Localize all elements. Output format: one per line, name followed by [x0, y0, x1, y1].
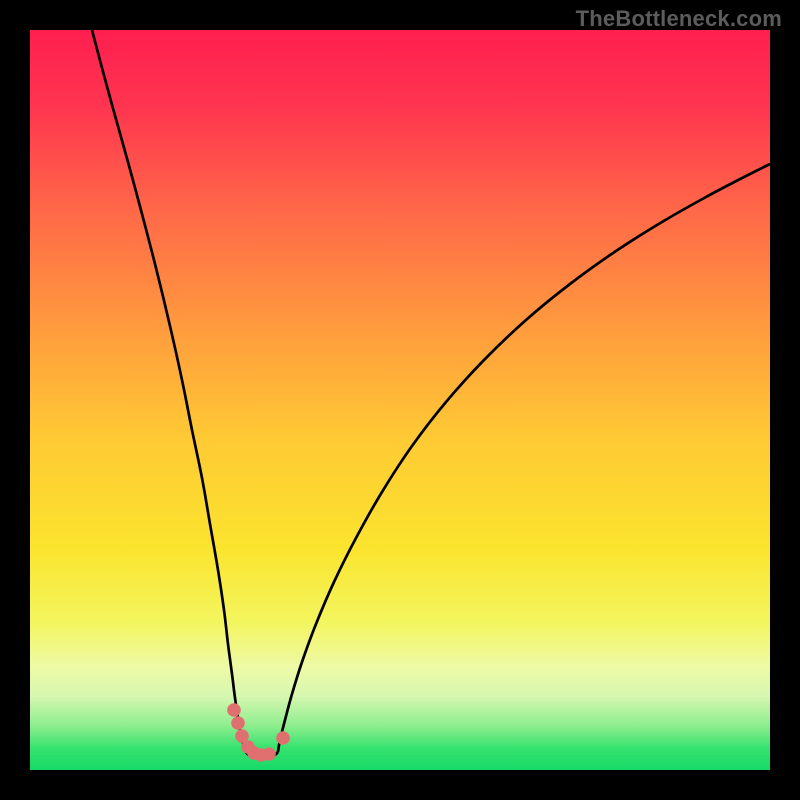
- trough-marker: [262, 747, 276, 761]
- trough-marker: [231, 716, 245, 730]
- chart-svg: [30, 30, 770, 770]
- trough-marker: [227, 703, 241, 717]
- watermark-text: TheBottleneck.com: [576, 6, 782, 32]
- plot-area: [30, 30, 770, 770]
- curve-left: [92, 30, 246, 752]
- trough-marker: [276, 731, 290, 745]
- curve-right: [278, 164, 770, 752]
- marker-group: [227, 703, 290, 762]
- outer-frame: TheBottleneck.com: [0, 0, 800, 800]
